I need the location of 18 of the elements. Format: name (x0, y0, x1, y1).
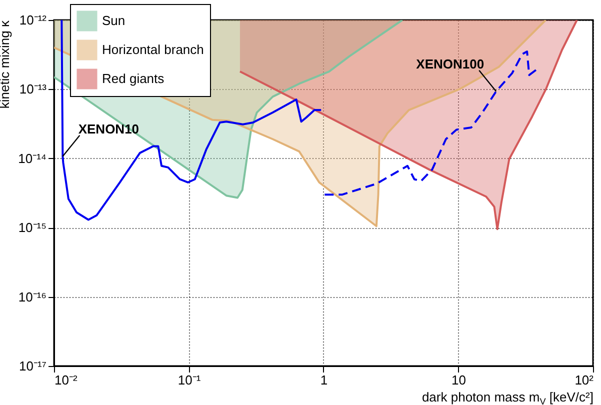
y-tick-label: 10⁻¹⁵ (18, 220, 46, 236)
x-tick-label: 10⁻² (54, 372, 78, 388)
y-tick-label: 10⁻¹² (19, 12, 48, 28)
annotation: XENON10 (78, 121, 140, 136)
y-axis-title: kinetic mixing κ (0, 20, 12, 109)
x-tick-label: 10 (452, 372, 466, 388)
x-tick-label: 1 (320, 372, 328, 388)
x-tick-label: 10² (574, 372, 594, 388)
y-tick-label: 10⁻¹⁴ (18, 150, 46, 166)
legend-label: Sun (102, 13, 126, 28)
y-tick-label: 10⁻¹³ (19, 82, 48, 97)
x-axis-title: dark photon mass m$_{V}$ [keV/c²] (422, 390, 594, 405)
y-tick-label: 10⁻¹⁷ (19, 358, 47, 374)
y-tick-label: 10⁻¹⁶ (18, 289, 46, 304)
legend-label: Red giants (102, 71, 165, 86)
legend-label: Horizontal branch (102, 42, 204, 57)
x-tick-label: 10⁻¹ (178, 372, 202, 388)
annotation: XENON100 (416, 56, 484, 72)
